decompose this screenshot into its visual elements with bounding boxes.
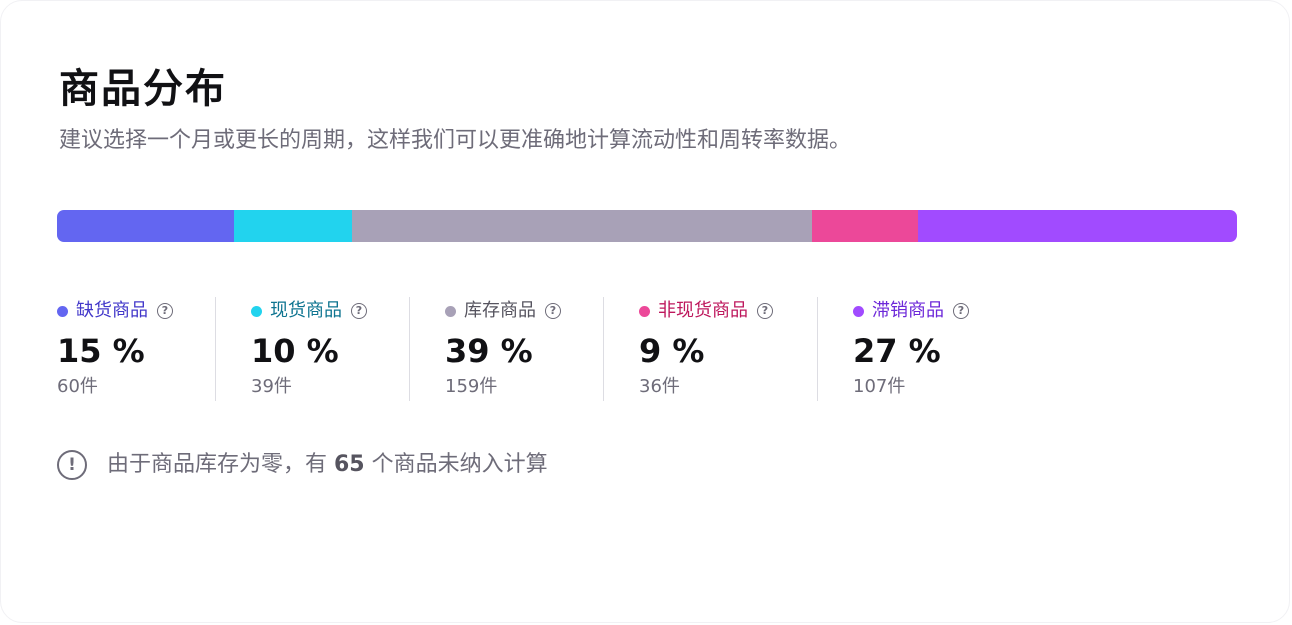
question-circle-icon[interactable]: ? xyxy=(157,303,173,319)
excluded-products-note: ! 由于商品库存为零，有 65 个商品未纳入计算 xyxy=(57,448,548,482)
stat-percent: 10 % xyxy=(251,332,339,370)
stat-count: 36件 xyxy=(639,376,680,397)
legend-dot xyxy=(853,305,864,317)
stat-header: 滞销商品 ? xyxy=(853,299,969,323)
stat-percent: 39 % xyxy=(445,332,533,370)
note-number: 65 xyxy=(334,452,365,477)
bar-segment-inventory xyxy=(352,210,812,242)
bar-segment-non-stock xyxy=(812,210,918,242)
stat-percent: 27 % xyxy=(853,332,941,370)
bar-segment-in-stock xyxy=(234,210,352,242)
question-circle-icon[interactable]: ? xyxy=(953,303,969,319)
stat-percent: 15 % xyxy=(57,332,145,370)
stat-label: 滞销商品 xyxy=(872,300,944,321)
legend-dot xyxy=(639,305,650,317)
legend-dot xyxy=(57,305,68,317)
stat-header: 现货商品 ? xyxy=(251,299,367,323)
stat-label: 库存商品 xyxy=(464,300,536,321)
stat-header: 非现货商品 ? xyxy=(639,299,773,323)
question-circle-icon[interactable]: ? xyxy=(351,303,367,319)
card-subtitle: 建议选择一个月或更长的周期，这样我们可以更准确地计算流动性和周转率数据。 xyxy=(59,128,852,153)
stat-label: 缺货商品 xyxy=(76,300,148,321)
legend-dot xyxy=(445,305,456,317)
stat-count: 159件 xyxy=(445,376,498,397)
stat-header: 库存商品 ? xyxy=(445,299,561,323)
card-title: 商品分布 xyxy=(59,66,227,112)
stat-count: 60件 xyxy=(57,376,98,397)
distribution-bar xyxy=(57,210,1237,242)
stat-label: 非现货商品 xyxy=(658,300,748,321)
question-circle-icon[interactable]: ? xyxy=(545,303,561,319)
stat-count: 107件 xyxy=(853,376,906,397)
note-suffix: 个商品未纳入计算 xyxy=(364,452,548,477)
alert-circle-icon: ! xyxy=(57,450,87,480)
stat-header: 缺货商品 ? xyxy=(57,299,173,323)
stat-divider xyxy=(603,297,604,401)
stat-divider xyxy=(409,297,410,401)
note-text: 由于商品库存为零，有 65 个商品未纳入计算 xyxy=(107,449,548,481)
bar-segment-out-of-stock xyxy=(57,210,234,242)
note-prefix: 由于商品库存为零，有 xyxy=(107,452,334,477)
stat-divider xyxy=(817,297,818,401)
stat-percent: 9 % xyxy=(639,332,705,370)
stat-label: 现货商品 xyxy=(270,300,342,321)
question-circle-icon[interactable]: ? xyxy=(757,303,773,319)
stat-count: 39件 xyxy=(251,376,292,397)
distribution-stats: 缺货商品 ? 15 % 60件 现货商品 ? 10 % 39件 库存商品 ? 3… xyxy=(57,297,1057,401)
bar-segment-slow-moving xyxy=(918,210,1237,242)
legend-dot xyxy=(251,305,262,317)
stat-divider xyxy=(215,297,216,401)
